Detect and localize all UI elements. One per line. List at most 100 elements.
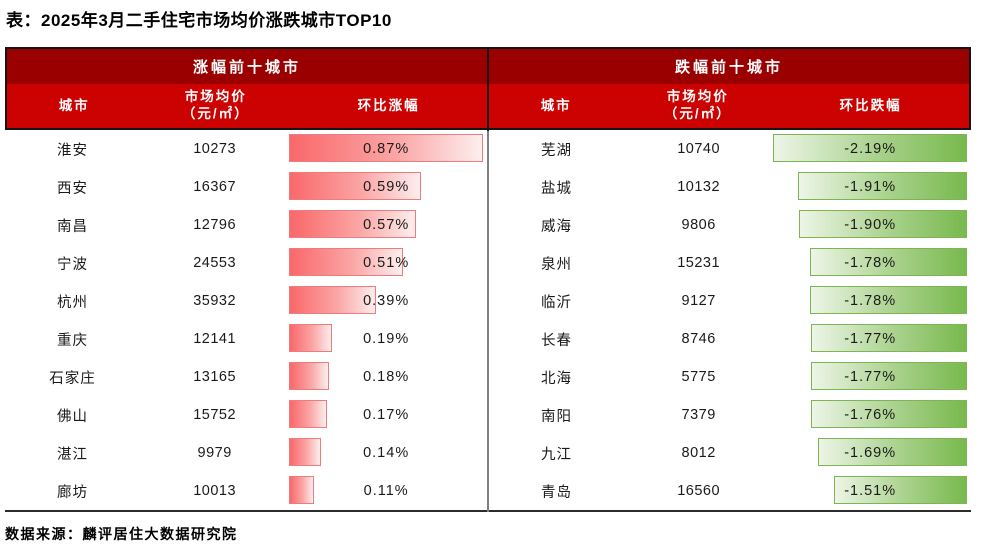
avg-price-value: 10013 <box>193 483 237 499</box>
price-change-table: 涨幅前十城市 城市 市场均价 （元/㎡） 环比涨幅 淮安 10273 0.87%… <box>5 47 971 512</box>
change-value: 0.17% <box>363 407 410 423</box>
table-row: 杭州 35932 0.39% <box>5 282 487 320</box>
city-name: 北海 <box>540 370 572 387</box>
decliners-section-header: 跌幅前十城市 <box>489 47 971 84</box>
table-row: 石家庄 13165 0.18% <box>5 358 487 396</box>
data-bar <box>289 134 483 162</box>
panel-divider <box>487 47 489 512</box>
change-cell: -1.76% <box>773 396 971 434</box>
avg-price-value: 7379 <box>681 407 716 423</box>
decliners-column-header-row: 城市 市场均价 （元/㎡） 环比跌幅 <box>489 84 971 130</box>
city-name: 淮安 <box>56 142 88 159</box>
city-name: 青岛 <box>540 484 572 501</box>
change-value: -1.77% <box>844 369 897 385</box>
bar-track: -1.78% <box>773 282 967 320</box>
change-value: -1.69% <box>844 445 897 461</box>
city-name: 廊坊 <box>56 484 88 501</box>
change-value: -1.51% <box>844 483 897 499</box>
change-value: -1.77% <box>844 331 897 347</box>
data-bar <box>289 248 403 276</box>
avg-price-value: 12796 <box>193 217 237 233</box>
avg-price-value: 16560 <box>677 483 721 499</box>
avg-price-value: 10132 <box>677 179 721 195</box>
change-cell: -1.77% <box>773 358 971 396</box>
avg-price-value: 24553 <box>193 255 237 271</box>
change-cell: 0.87% <box>289 130 487 168</box>
column-header-city: 城市 <box>58 97 90 113</box>
change-cell: -2.19% <box>773 130 971 168</box>
change-cell: 0.18% <box>289 358 487 396</box>
data-bar <box>798 172 967 200</box>
data-bar <box>289 476 314 504</box>
avg-price-value: 10740 <box>677 141 721 157</box>
city-name: 盐城 <box>540 180 572 197</box>
change-value: 0.19% <box>363 331 410 347</box>
change-cell: -1.78% <box>773 244 971 282</box>
bar-track: -1.91% <box>773 168 967 206</box>
data-bar <box>798 210 967 238</box>
table-row: 临沂 9127 -1.78% <box>489 282 971 320</box>
table-row: 淮安 10273 0.87% <box>5 130 487 168</box>
avg-price-value: 5775 <box>681 369 716 385</box>
city-name: 长春 <box>540 332 572 349</box>
panel-gainers: 涨幅前十城市 城市 市场均价 （元/㎡） 环比涨幅 淮安 10273 0.87%… <box>5 47 487 512</box>
table-row: 芜湖 10740 -2.19% <box>489 130 971 168</box>
change-cell: 0.11% <box>289 472 487 510</box>
data-bar <box>289 286 377 314</box>
bar-track: 0.18% <box>289 358 483 396</box>
change-value: 0.39% <box>363 293 410 309</box>
data-bar <box>289 438 321 466</box>
data-bar <box>289 400 328 428</box>
decliners-rows: 芜湖 10740 -2.19% 盐城 10132 -1.91% 威海 9806 … <box>489 130 971 512</box>
city-name: 西安 <box>56 180 88 197</box>
change-cell: 0.17% <box>289 396 487 434</box>
avg-price-value: 12141 <box>193 331 237 347</box>
bar-track: -1.77% <box>773 358 967 396</box>
bar-track: 0.57% <box>289 206 483 244</box>
bar-track: 0.51% <box>289 244 483 282</box>
change-value: 0.14% <box>363 445 410 461</box>
data-bar <box>817 438 967 466</box>
gainers-rows: 淮安 10273 0.87% 西安 16367 0.59% 南昌 12796 0… <box>5 130 487 512</box>
data-bar <box>810 362 967 390</box>
data-bar <box>809 286 967 314</box>
change-cell: 0.39% <box>289 282 487 320</box>
city-name: 重庆 <box>56 332 88 349</box>
change-value: -1.91% <box>844 179 897 195</box>
change-cell: 0.51% <box>289 244 487 282</box>
city-name: 芜湖 <box>540 142 572 159</box>
table-row: 西安 16367 0.59% <box>5 168 487 206</box>
table-row: 泉州 15231 -1.78% <box>489 244 971 282</box>
change-value: -1.90% <box>844 217 897 233</box>
bar-track: 0.14% <box>289 434 483 472</box>
data-bar <box>289 324 332 352</box>
change-cell: 0.14% <box>289 434 487 472</box>
city-name: 宁波 <box>56 256 88 273</box>
bar-track: 0.59% <box>289 168 483 206</box>
change-value: -1.78% <box>844 255 897 271</box>
change-value: 0.57% <box>363 217 410 233</box>
bar-track: 0.87% <box>289 130 483 168</box>
table-row: 南昌 12796 0.57% <box>5 206 487 244</box>
change-value: 0.59% <box>363 179 410 195</box>
data-bar <box>289 210 417 238</box>
change-cell: -1.77% <box>773 320 971 358</box>
avg-price-value: 15752 <box>193 407 237 423</box>
column-header-mom-drop: 环比跌幅 <box>839 97 902 113</box>
table-row: 佛山 15752 0.17% <box>5 396 487 434</box>
change-cell: -1.69% <box>773 434 971 472</box>
avg-price-value: 8012 <box>681 445 716 461</box>
city-name: 临沂 <box>540 294 572 311</box>
gainers-column-header-row: 城市 市场均价 （元/㎡） 环比涨幅 <box>5 84 487 130</box>
table-row: 九江 8012 -1.69% <box>489 434 971 472</box>
table-row: 长春 8746 -1.77% <box>489 320 971 358</box>
city-name: 九江 <box>540 446 572 463</box>
column-header-avg-price: 市场均价 （元/㎡） <box>181 89 250 121</box>
data-bar <box>289 172 421 200</box>
bar-track: -1.90% <box>773 206 967 244</box>
city-name: 石家庄 <box>49 370 96 387</box>
city-name: 泉州 <box>540 256 572 273</box>
change-cell: 0.59% <box>289 168 487 206</box>
table-row: 重庆 12141 0.19% <box>5 320 487 358</box>
table-row: 盐城 10132 -1.91% <box>489 168 971 206</box>
